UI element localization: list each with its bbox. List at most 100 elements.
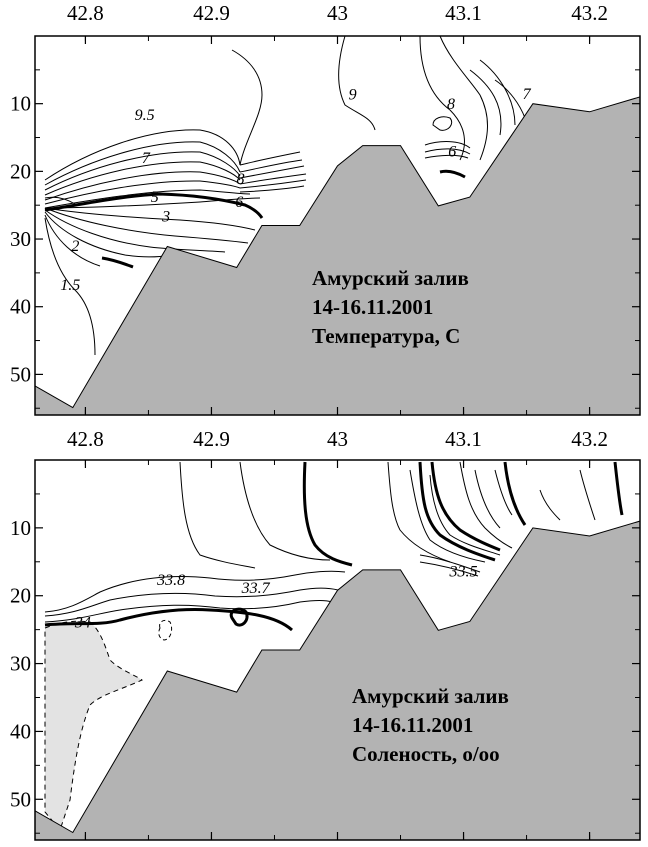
y-tick-label: 40 [10,295,31,319]
isoline [44,161,241,196]
axis-ticks: 42.8 42.9 43 43.1 43.2 10 20 30 40 50 [10,1,640,415]
isoline [179,461,256,569]
isoline [44,217,96,356]
salinity-contour-labels: 33.8 33.7 34 33.5 [74,564,478,632]
x-tick-label: 43 [327,427,348,451]
contour-label: 7 [523,86,532,103]
isoline [239,165,305,179]
isoline [239,461,331,561]
isoline [44,587,339,617]
isoline [44,211,171,258]
y-tick-label: 20 [10,159,31,183]
title-line: Соленость, о/оо [352,742,500,766]
y-tick-label: 50 [10,362,31,386]
isoline [424,148,471,155]
contour-label: 3 [161,208,170,225]
contour-label: 8 [236,171,244,188]
contour-label: 7 [142,150,151,167]
y-tick-label: 30 [10,652,31,676]
isoline [239,159,303,173]
y-tick-label: 40 [10,719,31,743]
isoline-bold [430,461,501,552]
isoline-bold [44,608,293,632]
temperature-title: Амурский залив 14-16.11.2001 Температура, … [312,266,469,348]
isoline [239,179,307,189]
x-tick-label: 43.1 [445,427,482,451]
isoline [44,207,249,244]
isoline [239,173,307,185]
contour-label: 8 [447,96,455,113]
isoline [44,196,76,205]
isoline [494,469,513,516]
title-line: Амурский залив [352,684,509,708]
isoline-bold [101,256,134,269]
isoline [44,570,346,613]
y-tick-label: 30 [10,227,31,251]
contour-label: 5 [151,189,159,206]
x-tick-label: 42.9 [193,427,230,451]
title-line: Температура, С [312,324,460,348]
isoline-bold [503,461,527,526]
contour-label: 1.5 [60,277,80,294]
x-tick-label: 43 [327,1,348,25]
temperature-bold-isolines [44,169,466,269]
y-tick-label: 50 [10,787,31,811]
isoline [44,129,241,181]
temperature-contour-labels: 9.5 9 8 7 7 8 6 5 6 3 2 1.5 [60,86,531,294]
contour-label: 34 [74,615,91,632]
isoline [419,35,465,161]
salinity-bold-isolines [44,461,624,632]
isoline-bold [229,607,249,627]
isoline [579,469,596,521]
salinity-title: Амурский залив 14-16.11.2001 Соленость, о/… [352,684,509,766]
isoline [469,69,502,136]
contour-label: 33.8 [156,572,185,589]
isoline [44,141,241,186]
isoline [231,49,263,166]
isoline [44,197,261,209]
contour-label: 33.5 [449,564,478,581]
isoline-bold [439,169,466,179]
isoline [44,207,256,231]
isoline [44,151,241,191]
y-tick-label: 20 [10,584,31,608]
isoline [158,619,173,641]
contour-label: 6 [235,194,243,211]
x-tick-label: 42.8 [67,427,104,451]
contour-label: 2 [71,238,79,255]
x-tick-label: 43.2 [571,1,608,25]
isoline [494,79,526,119]
contour-label: 6 [448,143,456,160]
x-tick-label: 42.8 [67,1,104,25]
isoline [409,469,486,563]
x-tick-label: 43.2 [571,427,608,451]
contour-label: 9.5 [135,107,155,124]
isoline [44,214,101,267]
x-tick-label: 42.9 [193,1,230,25]
isoline [44,600,333,623]
isoline [239,185,305,193]
isoline [429,474,501,556]
isoline-bold [44,192,264,219]
isoline [459,461,513,549]
isoline [44,189,251,209]
isoline [419,561,479,577]
isoline [419,554,481,573]
temperature-isolines [44,35,526,356]
isoline-bold [418,461,496,562]
isoline [44,180,241,205]
title-line: 14-16.11.2001 [312,295,433,319]
title-line: 14-16.11.2001 [352,713,473,737]
temperature-panel: 9.5 9 8 7 7 8 6 5 6 3 2 1.5 42.8 42.9 43 43.1 43.2 10 20 3… [10,1,641,416]
y-tick-label: 10 [10,516,31,540]
isoline-bold [302,461,353,567]
isoline [387,461,451,563]
isoline [474,469,501,529]
isoline-bold [613,461,624,516]
y-tick-label: 10 [10,92,31,116]
contour-label: 9 [349,87,357,104]
isoline [432,116,453,131]
isoline [539,489,561,521]
isoline [479,59,516,126]
